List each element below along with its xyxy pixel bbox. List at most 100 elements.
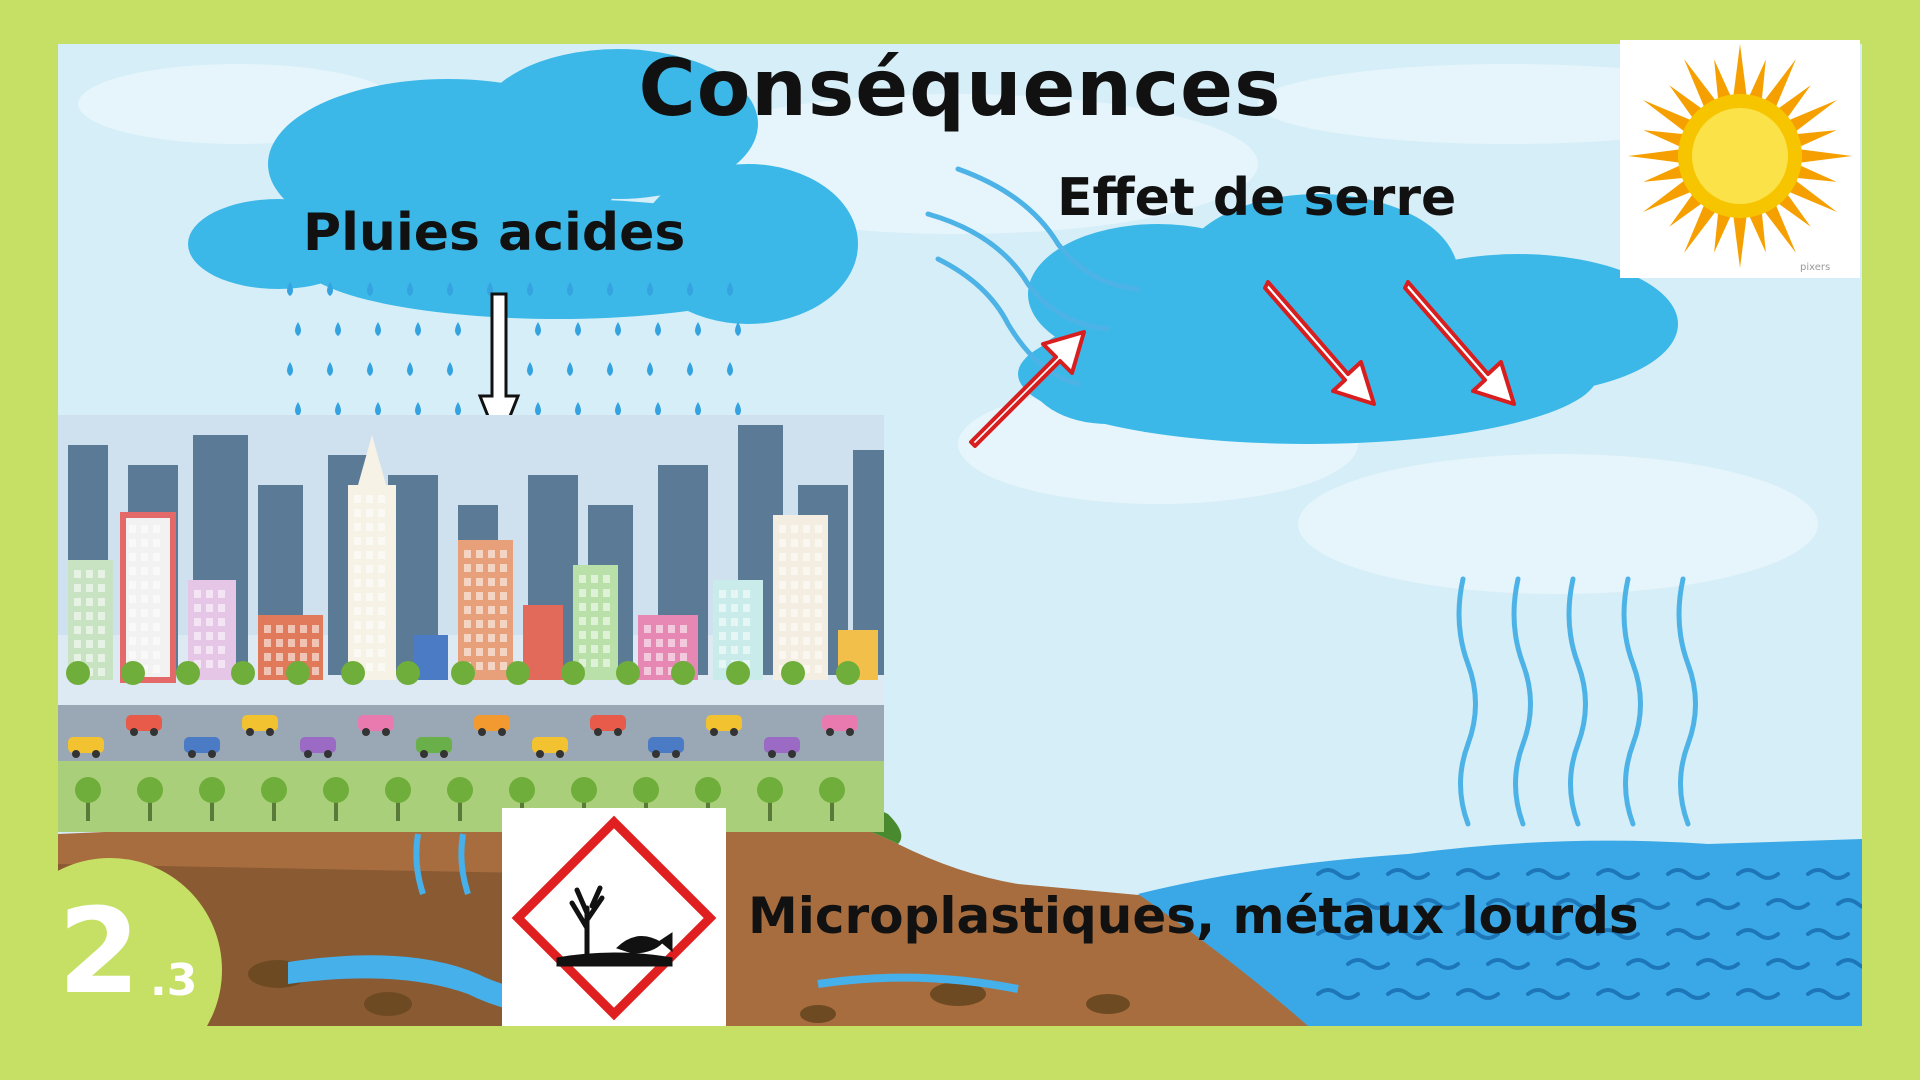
car xyxy=(706,715,742,731)
wave xyxy=(1736,928,1780,940)
pollution-label: Microplastiques, métaux lourds xyxy=(748,887,1639,945)
wave xyxy=(1696,958,1740,970)
raindrop xyxy=(647,362,653,376)
wave xyxy=(1456,928,1500,940)
stream-arrow xyxy=(817,973,1019,993)
raindrop xyxy=(287,362,293,376)
raindrop xyxy=(375,322,381,336)
car xyxy=(126,715,162,731)
park-trees xyxy=(75,777,845,821)
wave xyxy=(1596,868,1640,880)
sea xyxy=(1138,839,1862,1026)
vehicles xyxy=(68,715,858,758)
raindrop xyxy=(455,402,461,416)
wave xyxy=(1316,988,1360,1000)
raindrop xyxy=(367,362,373,376)
waves xyxy=(1316,868,1862,1000)
incoming-radiation-arrow-2 xyxy=(1403,280,1516,406)
raindrop xyxy=(615,402,621,416)
acid-rain-label: Pluies acides xyxy=(303,203,686,263)
tree xyxy=(506,661,530,685)
car xyxy=(474,715,510,731)
car xyxy=(300,737,336,753)
raindrop xyxy=(535,402,541,416)
raindrop xyxy=(655,402,661,416)
infiltration-arrows xyxy=(413,833,471,895)
greenhouse-cloud xyxy=(1018,194,1678,444)
greenhouse-arrows xyxy=(969,280,1516,448)
wave xyxy=(1346,898,1390,910)
wave xyxy=(1736,988,1780,1000)
wind-streaks xyxy=(925,166,1141,387)
raindrop xyxy=(407,282,413,296)
car xyxy=(416,737,452,753)
wave xyxy=(1626,958,1670,970)
tree xyxy=(836,661,860,685)
slide-title: Conséquences xyxy=(638,44,1282,134)
raindrop xyxy=(527,282,533,296)
raindrop xyxy=(647,282,653,296)
wave xyxy=(1386,928,1430,940)
wave xyxy=(1626,898,1670,910)
tree xyxy=(121,661,145,685)
tree xyxy=(726,661,750,685)
raindrop xyxy=(695,322,701,336)
sun-image-credit: pixers xyxy=(1800,262,1831,273)
hazard-pictogram xyxy=(502,808,726,1026)
incoming-radiation-arrow-1 xyxy=(1263,280,1376,406)
tree xyxy=(451,661,475,685)
wave xyxy=(1806,928,1850,940)
car xyxy=(358,715,394,731)
raindrop xyxy=(447,362,453,376)
wave xyxy=(1526,868,1570,880)
raindrop xyxy=(415,402,421,416)
sun-image xyxy=(1620,40,1860,278)
tree xyxy=(447,777,473,803)
car xyxy=(764,737,800,753)
wave xyxy=(1766,898,1810,910)
raindrop xyxy=(727,362,733,376)
wave xyxy=(1416,898,1460,910)
sun-icon xyxy=(1628,44,1852,268)
wave xyxy=(1456,868,1500,880)
wave xyxy=(1666,988,1710,1000)
raindrop xyxy=(607,362,613,376)
wave xyxy=(1666,928,1710,940)
wave xyxy=(1316,928,1360,940)
tree xyxy=(561,661,585,685)
wave xyxy=(1696,898,1740,910)
environmental-hazard-icon xyxy=(511,815,717,1021)
raindrop xyxy=(607,282,613,296)
wave xyxy=(1486,958,1530,970)
tree xyxy=(385,777,411,803)
wave xyxy=(1556,958,1600,970)
raindrop xyxy=(535,322,541,336)
car xyxy=(68,737,104,753)
wave xyxy=(1416,958,1460,970)
car xyxy=(590,715,626,731)
wave xyxy=(1836,898,1862,909)
wave xyxy=(1806,988,1850,1000)
raindrop xyxy=(407,362,413,376)
raindrop xyxy=(287,282,293,296)
raindrop xyxy=(735,402,741,416)
car xyxy=(184,737,220,753)
wave xyxy=(1526,928,1570,940)
wave xyxy=(1596,928,1640,940)
raindrop xyxy=(615,322,621,336)
wave xyxy=(1316,868,1360,880)
raindrop xyxy=(695,402,701,416)
tree xyxy=(571,777,597,803)
raindrop xyxy=(367,282,373,296)
tree xyxy=(286,661,310,685)
road xyxy=(58,705,884,761)
tree xyxy=(323,777,349,803)
tree xyxy=(176,661,200,685)
tree xyxy=(341,661,365,685)
evaporation-streaks xyxy=(1456,576,1698,827)
tree xyxy=(633,777,659,803)
car xyxy=(242,715,278,731)
raindrop xyxy=(375,402,381,416)
tree xyxy=(781,661,805,685)
